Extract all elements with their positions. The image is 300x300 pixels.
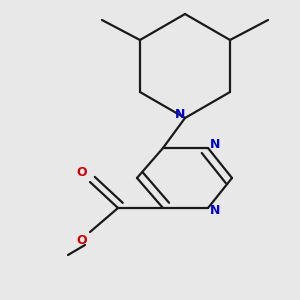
Text: O: O (77, 166, 87, 178)
Text: N: N (175, 109, 185, 122)
Text: N: N (210, 139, 220, 152)
Text: N: N (210, 205, 220, 218)
Text: O: O (77, 233, 87, 247)
